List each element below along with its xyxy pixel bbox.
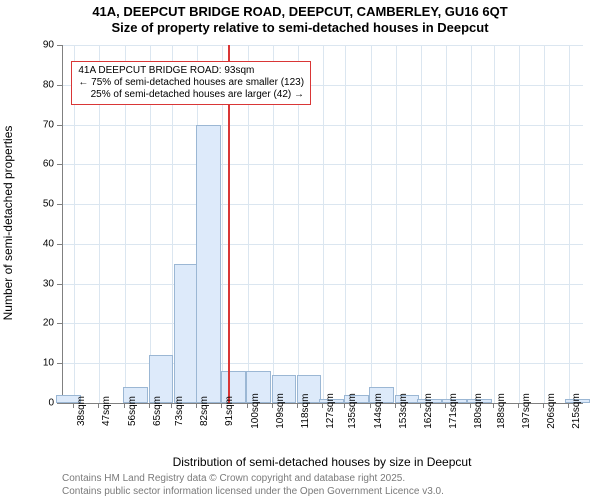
y-tick [57, 284, 62, 285]
x-axis-label: Distribution of semi-detached houses by … [62, 455, 582, 469]
x-tick [322, 403, 323, 408]
x-tick-label: 144sqm [373, 393, 384, 429]
x-tick-label: 82sqm [199, 396, 210, 426]
y-tick [57, 85, 62, 86]
y-tick [57, 363, 62, 364]
annotation-line: ← 75% of semi-detached houses are smalle… [78, 77, 304, 89]
y-tick-label: 10 [0, 358, 54, 369]
grid-v [396, 45, 397, 403]
y-tick-label: 30 [0, 278, 54, 289]
histogram-bar [196, 125, 221, 403]
x-tick-label: 197sqm [521, 393, 532, 429]
y-tick [57, 323, 62, 324]
x-tick [370, 403, 371, 408]
y-tick-label: 0 [0, 398, 54, 409]
x-tick-label: 65sqm [152, 396, 163, 426]
x-tick [445, 403, 446, 408]
footer-line-2: Contains public sector information licen… [62, 486, 444, 499]
x-tick-label: 127sqm [325, 393, 336, 429]
x-tick-label: 162sqm [423, 393, 434, 429]
x-tick [171, 403, 172, 408]
grid-v [323, 45, 324, 403]
x-tick-label: 109sqm [275, 393, 286, 429]
x-tick-label: 171sqm [448, 393, 459, 429]
x-tick [518, 403, 519, 408]
x-tick [493, 403, 494, 408]
annotation-line: 41A DEEPCUT BRIDGE ROAD: 93sqm [78, 65, 304, 77]
x-tick-label: 100sqm [250, 393, 261, 429]
grid-v [519, 45, 520, 403]
histogram-bar [174, 264, 199, 403]
grid-v [421, 45, 422, 403]
x-tick [420, 403, 421, 408]
y-tick-label: 90 [0, 40, 54, 51]
x-tick-label: 118sqm [300, 394, 311, 429]
grid-v [569, 45, 570, 403]
x-tick [149, 403, 150, 408]
x-tick [196, 403, 197, 408]
footer-text: Contains HM Land Registry data © Crown c… [62, 473, 444, 498]
x-tick [272, 403, 273, 408]
y-tick-label: 60 [0, 159, 54, 170]
x-tick [98, 403, 99, 408]
x-tick [543, 403, 544, 408]
y-tick [57, 244, 62, 245]
grid-v [345, 45, 346, 403]
y-tick-label: 80 [0, 79, 54, 90]
grid-v [446, 45, 447, 403]
title-line-2: Size of property relative to semi-detach… [0, 20, 600, 36]
x-tick [247, 403, 248, 408]
grid-v [371, 45, 372, 403]
x-tick-label: 215sqm [571, 393, 582, 429]
x-tick-label: 135sqm [347, 393, 358, 429]
x-tick [221, 403, 222, 408]
grid-v [544, 45, 545, 403]
grid-v [494, 45, 495, 403]
annotation-box: 41A DEEPCUT BRIDGE ROAD: 93sqm← 75% of s… [71, 61, 311, 105]
x-tick [395, 403, 396, 408]
y-tick [57, 164, 62, 165]
chart-title: 41A, DEEPCUT BRIDGE ROAD, DEEPCUT, CAMBE… [0, 4, 600, 35]
y-tick [57, 204, 62, 205]
y-tick-label: 20 [0, 318, 54, 329]
footer-line-1: Contains HM Land Registry data © Crown c… [62, 473, 444, 486]
x-tick-label: 188sqm [496, 393, 507, 429]
y-tick [57, 45, 62, 46]
y-axis-label: Number of semi-detached properties [1, 44, 15, 402]
x-tick-label: 38sqm [76, 396, 87, 426]
x-tick [124, 403, 125, 408]
plot-area: 41A DEEPCUT BRIDGE ROAD: 93sqm← 75% of s… [62, 45, 583, 404]
y-tick [57, 403, 62, 404]
x-tick-label: 56sqm [127, 396, 138, 426]
x-tick-label: 206sqm [546, 393, 557, 429]
x-tick-label: 91sqm [224, 396, 235, 426]
y-tick-label: 70 [0, 119, 54, 130]
y-tick [57, 125, 62, 126]
x-tick [344, 403, 345, 408]
x-tick [73, 403, 74, 408]
x-tick [568, 403, 569, 408]
x-tick [297, 403, 298, 408]
x-tick-label: 73sqm [174, 396, 185, 426]
chart-container: 41A, DEEPCUT BRIDGE ROAD, DEEPCUT, CAMBE… [0, 0, 600, 500]
x-tick [470, 403, 471, 408]
x-tick-label: 180sqm [473, 393, 484, 429]
grid-v [471, 45, 472, 403]
x-tick-label: 153sqm [398, 393, 409, 429]
title-line-1: 41A, DEEPCUT BRIDGE ROAD, DEEPCUT, CAMBE… [0, 4, 600, 20]
x-tick-label: 47sqm [101, 396, 112, 426]
y-tick-label: 40 [0, 238, 54, 249]
y-tick-label: 50 [0, 199, 54, 210]
annotation-line: 25% of semi-detached houses are larger (… [78, 89, 304, 101]
